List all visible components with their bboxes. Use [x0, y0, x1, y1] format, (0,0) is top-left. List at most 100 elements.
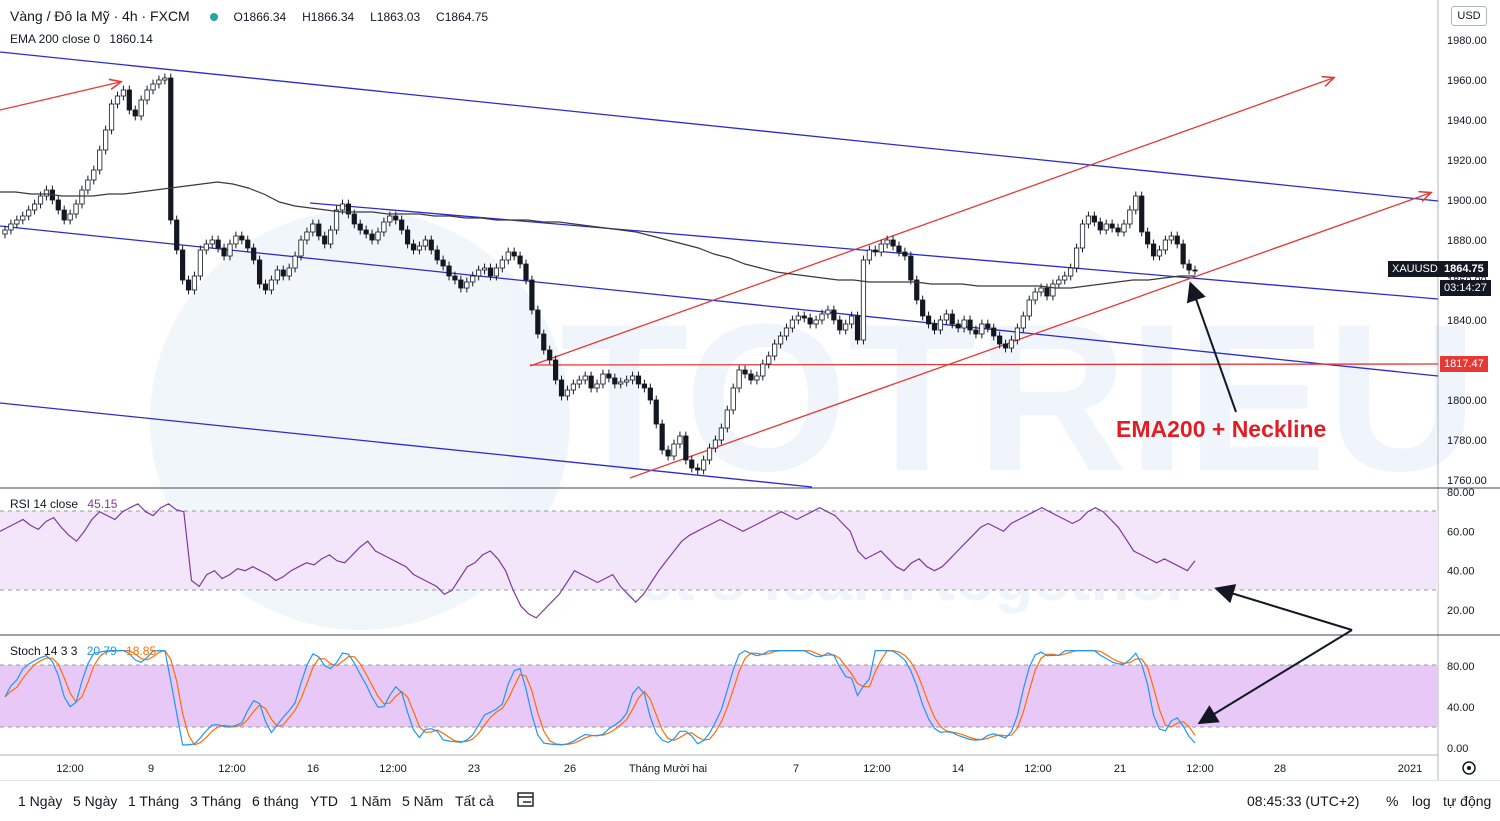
- candle-body: [576, 379, 582, 385]
- candle-body: [1174, 235, 1180, 245]
- candle-body: [807, 317, 813, 325]
- stoch-band: [0, 665, 1438, 727]
- watermark-logo-text: TOTRIEU: [560, 280, 1478, 515]
- candle-body: [594, 383, 600, 389]
- calendar-goto-icon: [517, 792, 534, 807]
- log-scale-toggle[interactable]: log: [1412, 793, 1431, 809]
- ohlc-close: C1864.75: [436, 10, 489, 24]
- candle-body: [843, 323, 849, 331]
- ohlc-high: H1866.34: [302, 10, 355, 24]
- ema-legend-value: 1860.14: [109, 32, 153, 46]
- candle-body: [197, 249, 203, 277]
- range-all-button[interactable]: Tất cả: [455, 793, 494, 809]
- clock-utc[interactable]: 08:45:33 (UTC+2): [1247, 793, 1360, 809]
- level-price-tag: 1817.47: [1440, 356, 1488, 372]
- candle-body: [772, 343, 778, 357]
- auto-scale-toggle[interactable]: tự động: [1443, 793, 1492, 809]
- previous-up-arrow[interactable]: [0, 82, 120, 111]
- candle-body: [902, 251, 908, 257]
- rsi-legend-value: 45.15: [87, 497, 118, 511]
- range-ytd-button[interactable]: YTD: [310, 793, 338, 809]
- stoch-legend-label: Stoch 14 3 3: [10, 644, 78, 658]
- candle-body: [849, 315, 855, 325]
- candle-body: [706, 447, 713, 461]
- candle-body: [547, 349, 553, 361]
- candle-body: [777, 335, 784, 345]
- candle-body: [120, 89, 127, 97]
- candle-body: [274, 269, 280, 281]
- annotation-text: EMA200 + Neckline: [1116, 416, 1327, 442]
- channel-bottom-line[interactable]: [0, 402, 813, 488]
- stoch-tick-label: 0.00: [1447, 743, 1468, 755]
- candle-body: [162, 77, 168, 81]
- candle-body: [43, 189, 50, 197]
- candle-body: [1032, 291, 1038, 301]
- range-3m-button[interactable]: 3 Tháng: [190, 793, 242, 809]
- uptrend-resistance-line[interactable]: [529, 78, 1333, 367]
- time-tick-label: 28: [1274, 763, 1286, 775]
- rsi-legend[interactable]: RSI 14 close 45.15: [10, 497, 123, 511]
- market-status-dot: [209, 13, 218, 21]
- ema-legend-label: EMA 200 close 0: [10, 32, 101, 46]
- annotation-arrow-neckline: [1186, 281, 1237, 413]
- rsi-axis: 80.00 60.00 40.00 20.00: [1447, 487, 1475, 617]
- symbol-title[interactable]: Vàng / Đô la Mỹ · 4h · FXCM: [10, 8, 190, 24]
- uptrend-support-line[interactable]: [629, 193, 1430, 479]
- gear-icon[interactable]: [1462, 761, 1476, 775]
- range-1m-button[interactable]: 1 Tháng: [128, 793, 180, 809]
- range-6m-button[interactable]: 6 tháng: [252, 793, 299, 809]
- candle-body: [144, 89, 150, 101]
- candle-body: [499, 259, 505, 269]
- candle-body: [872, 249, 878, 253]
- price-tick-label: 1980.00: [1447, 35, 1487, 47]
- countdown-tag: 03:14:27: [1440, 280, 1491, 296]
- candle-body: [629, 375, 636, 381]
- candle-body: [150, 83, 156, 91]
- candle-body: [1091, 215, 1097, 223]
- range-5d-button[interactable]: 5 Ngày: [73, 793, 118, 809]
- ema-legend[interactable]: EMA 200 close 0 1860.14: [10, 32, 159, 46]
- candle-body: [837, 319, 843, 331]
- candle-body: [570, 383, 576, 391]
- candle-body: [410, 243, 417, 251]
- price-tick-label: 1880.00: [1447, 235, 1487, 247]
- time-axis[interactable]: 12:00 9 12:00 16 12:00 23 26 Tháng Mười hai 7 12:…: [56, 763, 1422, 775]
- currency-button[interactable]: USD: [1451, 6, 1487, 26]
- candle-body: [215, 239, 221, 249]
- percent-scale-toggle[interactable]: %: [1386, 793, 1399, 809]
- date-range-icon[interactable]: [515, 789, 537, 814]
- candle-body: [1020, 315, 1026, 329]
- candle-body: [333, 209, 340, 231]
- annotation-arrow-rsi: [1214, 584, 1353, 631]
- candle-body: [209, 239, 215, 245]
- candle-body: [97, 149, 103, 171]
- candle-body: [262, 283, 269, 291]
- drawings[interactable]: [0, 51, 1439, 488]
- candle-body: [268, 279, 275, 291]
- channel-upper-line[interactable]: [0, 51, 1439, 202]
- candle-body: [564, 389, 571, 397]
- candle-body: [470, 275, 476, 283]
- candle-body: [322, 235, 328, 245]
- candle-body: [606, 373, 612, 379]
- stoch-legend[interactable]: Stoch 14 3 3 20.79 18.85: [10, 644, 162, 658]
- candle-body: [481, 267, 488, 271]
- candle-body: [168, 77, 174, 221]
- candle-body: [316, 223, 322, 237]
- range-5y-button[interactable]: 5 Năm: [402, 793, 444, 809]
- candle-body: [280, 269, 286, 277]
- candle-body: [766, 355, 772, 365]
- price-tick-label: 1960.00: [1447, 75, 1487, 87]
- time-tick-label: 12:00: [1186, 763, 1214, 775]
- range-1d-button[interactable]: 1 Ngày: [18, 793, 63, 809]
- candle-body: [1186, 263, 1192, 271]
- candle-body: [493, 267, 499, 277]
- channel-lower-line[interactable]: [0, 225, 1439, 377]
- candle-body: [26, 209, 32, 217]
- range-1y-button[interactable]: 1 Năm: [350, 793, 392, 809]
- candle-body: [908, 255, 914, 281]
- candle-body: [511, 251, 517, 257]
- neckline-horizontal[interactable]: [529, 363, 1439, 366]
- stoch-d-value: 18.85: [126, 644, 157, 658]
